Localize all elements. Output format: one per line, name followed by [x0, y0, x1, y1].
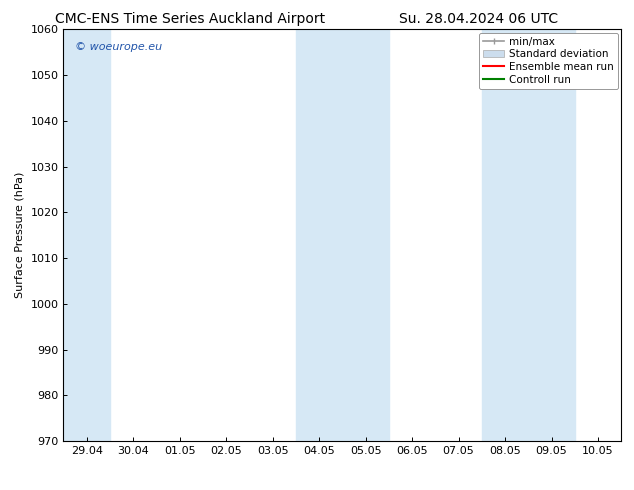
Text: Su. 28.04.2024 06 UTC: Su. 28.04.2024 06 UTC	[399, 12, 558, 26]
Text: CMC-ENS Time Series Auckland Airport: CMC-ENS Time Series Auckland Airport	[55, 12, 325, 26]
Text: © woeurope.eu: © woeurope.eu	[75, 42, 162, 52]
Bar	[482, 29, 575, 441]
Bar	[296, 29, 389, 441]
Y-axis label: Surface Pressure (hPa): Surface Pressure (hPa)	[15, 172, 25, 298]
Bar	[63, 29, 110, 441]
Legend: min/max, Standard deviation, Ensemble mean run, Controll run: min/max, Standard deviation, Ensemble me…	[479, 32, 618, 89]
